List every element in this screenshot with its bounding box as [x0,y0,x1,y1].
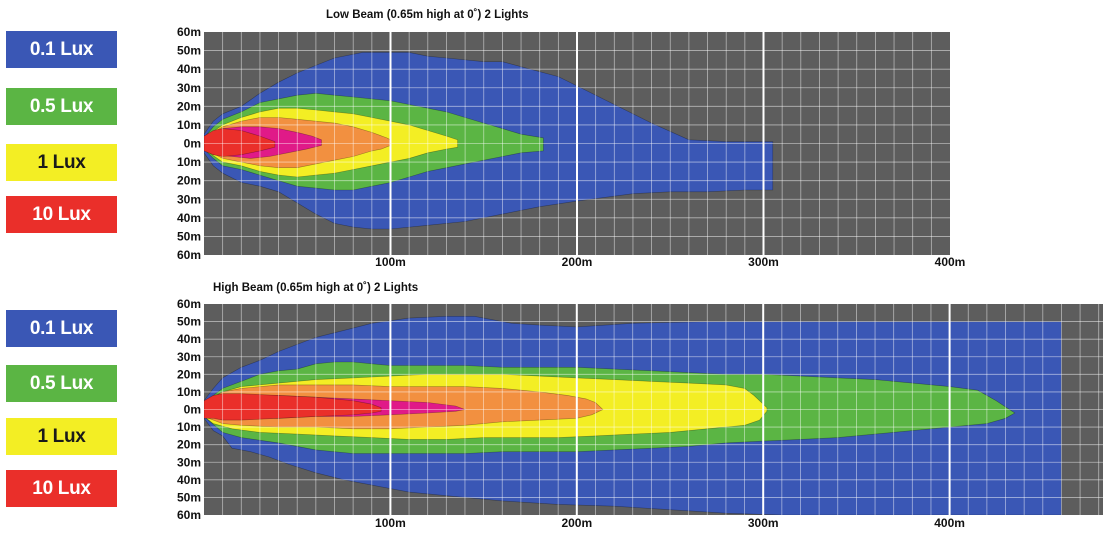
y-tick-low-10: 40m [177,211,201,225]
legend-10-lux-high: 10 Lux [6,470,117,507]
legend-0-1-lux-low: 0.1 Lux [6,31,117,68]
y-tick-high-7: 10m [177,420,201,434]
low-beam-title: Low Beam (0.65m high at 0˚) 2 Lights [326,9,529,21]
x-tick-low-0: 100m [375,255,406,269]
y-tick-high-4: 20m [177,367,201,381]
legend-1-lux-high: 1 Lux [6,418,117,455]
y-tick-low-12: 60m [177,248,201,262]
x-tick-high-2: 300m [748,516,779,530]
y-tick-high-11: 50m [177,490,201,504]
y-tick-high-3: 30m [177,350,201,364]
legend-0-1-lux-high: 0.1 Lux [6,310,117,347]
grid-high [204,304,1103,515]
legend-1-lux-low: 1 Lux [6,144,117,181]
y-tick-low-7: 10m [177,155,201,169]
y-tick-high-1: 50m [177,315,201,329]
legend-0-5-lux-low: 0.5 Lux [6,88,117,125]
x-tick-high-3: 400m [934,516,965,530]
y-tick-high-10: 40m [177,473,201,487]
y-tick-high-8: 20m [177,438,201,452]
y-tick-low-1: 50m [177,44,201,58]
y-tick-low-5: 10m [177,118,201,132]
y-tick-high-0: 60m [177,297,201,311]
legend-0-5-lux-high: 0.5 Lux [6,365,117,402]
y-tick-high-9: 30m [177,455,201,469]
y-tick-low-6: 0m [184,137,201,151]
chart-high: 60m 50m 40m 30m 20m 10m 0m 10m 20m 30m 40m 50m 60m 10… [177,297,1103,530]
legend-10-lux-low: 10 Lux [6,196,117,233]
y-tick-high-2: 40m [177,332,201,346]
y-tick-low-9: 30m [177,192,201,206]
chart-low: 60m 50m 40m 30m 20m 10m 0m 10m 20m 30m 40m 50m 60m 10… [177,25,965,269]
high-beam-title: High Beam (0.65m high at 0˚) 2 Lights [213,282,419,294]
x-tick-low-2: 300m [748,255,779,269]
y-tick-high-6: 0m [184,403,201,417]
y-tick-low-11: 50m [177,229,201,243]
y-tick-low-0: 60m [177,25,201,39]
x-tick-low-3: 400m [935,255,966,269]
x-tick-low-1: 200m [562,255,593,269]
y-tick-high-5: 10m [177,385,201,399]
x-tick-high-1: 200m [561,516,592,530]
y-tick-low-8: 20m [177,174,201,188]
x-tick-high-0: 100m [375,516,406,530]
y-tick-high-12: 60m [177,508,201,522]
y-tick-low-2: 40m [177,62,201,76]
y-tick-low-3: 30m [177,81,201,95]
grid-low [204,32,950,255]
y-tick-low-4: 20m [177,99,201,113]
